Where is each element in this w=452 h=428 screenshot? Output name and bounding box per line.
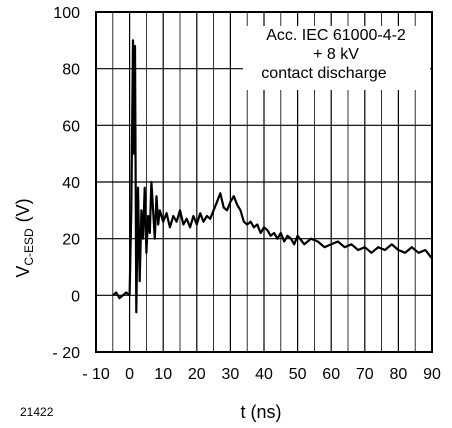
annotation-background (243, 26, 430, 90)
plot-area (112, 39, 433, 314)
x-tick-label: 90 (423, 366, 441, 383)
y-axis-title-unit: (V) (13, 198, 33, 222)
plot-frame (95, 11, 433, 353)
x-tick-label: 30 (222, 366, 240, 383)
x-axis-title: t (ns) (240, 402, 281, 422)
annotation-line-2: + 8 kV (313, 46, 359, 63)
y-tick-label: 60 (62, 118, 80, 135)
annotation-line-3: contact discharge (261, 65, 387, 82)
y-tick-label: 40 (62, 175, 80, 192)
y-axis-title-sub: C-ESD (22, 228, 36, 266)
series-line-0 (112, 39, 433, 314)
plot-border (95, 11, 433, 353)
annotation-line-1: Acc. IEC 61000-4-2 (266, 27, 406, 44)
x-tick-label: 40 (255, 366, 273, 383)
x-tick-label: 10 (154, 366, 172, 383)
y-axis-title-main: V (13, 266, 33, 278)
figure-id: 21422 (20, 405, 54, 419)
x-tick-label: 70 (356, 366, 374, 383)
y-tick-label: - 20 (52, 345, 80, 362)
tick-labels: - 10 0 10 20 30 40 50 60 70 80 90 - 20 0 20 40 60 80 100 (52, 5, 441, 383)
x-tick-label: 60 (322, 366, 340, 383)
x-tick-label: 20 (188, 366, 206, 383)
x-tick-label: 80 (390, 366, 408, 383)
x-tick-label: - 10 (82, 366, 110, 383)
y-tick-label: 100 (53, 5, 80, 22)
x-tick-label: 50 (289, 366, 307, 383)
y-tick-label: 0 (71, 288, 80, 305)
x-tick-label: 0 (125, 366, 134, 383)
y-tick-label: 80 (62, 62, 80, 79)
y-axis-title: VC-ESD (V) (13, 198, 36, 277)
y-tick-label: 20 (62, 232, 80, 249)
annotation-box: Acc. IEC 61000-4-2 + 8 kV contact discha… (243, 26, 430, 90)
